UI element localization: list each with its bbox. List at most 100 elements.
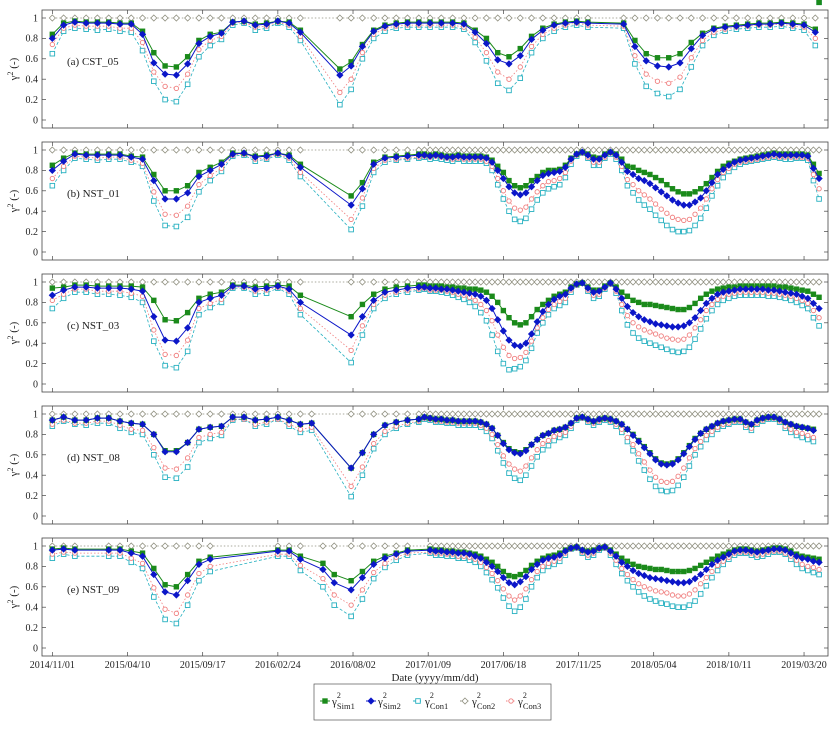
con3-marker [523, 204, 529, 210]
con2-marker [787, 410, 795, 418]
sim2-marker [443, 548, 451, 556]
sim2-marker [809, 557, 818, 565]
con2-marker [792, 410, 801, 418]
con1-marker [540, 446, 546, 453]
sim1-marker [799, 287, 805, 293]
con2-marker [460, 278, 468, 286]
sim2-marker [747, 420, 756, 428]
con2-marker [358, 542, 366, 550]
con3-marker [506, 352, 512, 359]
sim2-marker [809, 299, 818, 308]
con1-marker [810, 314, 817, 321]
sim2-marker [578, 148, 586, 156]
con2-marker [392, 278, 400, 286]
sim2-marker [702, 299, 710, 308]
con1-marker [506, 470, 512, 476]
con3-marker [371, 440, 377, 447]
sim1-marker [709, 288, 715, 294]
con2-marker [544, 146, 553, 154]
con1-marker [709, 193, 715, 199]
con1-marker [658, 600, 664, 606]
con1-marker [162, 362, 168, 369]
sim2-marker [601, 283, 609, 291]
con3-marker [506, 593, 512, 599]
sim2-marker [595, 287, 603, 295]
sim1-marker [348, 313, 354, 320]
con3-marker [545, 178, 552, 185]
sim2-marker [653, 62, 662, 70]
legend-item: γ2 Sim2 [366, 691, 401, 711]
con1-marker [652, 212, 659, 219]
con2-marker [358, 278, 366, 286]
sim2-marker [217, 29, 226, 37]
con1-marker [720, 174, 726, 181]
con1-marker [523, 357, 529, 364]
sim2-marker [505, 579, 513, 587]
sim1-marker [647, 565, 653, 572]
sim2-marker [499, 327, 507, 335]
sim2-marker [477, 292, 485, 300]
sim2-marker [426, 546, 434, 554]
con3-marker [658, 333, 664, 339]
sim2-marker [251, 153, 259, 161]
con1-marker [686, 463, 693, 469]
con3-marker [173, 85, 180, 92]
con2-marker [556, 146, 564, 154]
con1-marker [630, 584, 636, 590]
con1-marker [483, 569, 490, 576]
con2-marker [161, 14, 169, 22]
con2-marker [60, 14, 68, 22]
con2-marker [511, 146, 519, 154]
con1-marker [635, 335, 642, 341]
sim2-marker [663, 577, 671, 585]
con2-marker [623, 146, 631, 154]
sim2-marker [775, 287, 784, 295]
y-tick-label: 1 [33, 541, 38, 552]
con3-marker [619, 565, 625, 572]
sim1-marker [669, 568, 676, 575]
con2-marker [747, 146, 755, 154]
y-axis-label: γ2 (-) [6, 585, 20, 609]
con3-marker [540, 315, 546, 321]
sim2-marker [229, 150, 237, 158]
chart-panel: 0 0.2 0.4 0.6 0.8 1 γ2 (-) (c) NST_03 [6, 273, 829, 393]
con1-marker [619, 307, 625, 314]
con2-marker [296, 278, 304, 286]
sim2-marker [82, 416, 90, 424]
con2-marker [668, 278, 677, 286]
sim2-marker [736, 285, 744, 293]
con2-marker [403, 410, 412, 418]
con2-marker [499, 410, 507, 418]
con1-marker [517, 363, 524, 370]
con2-marker [511, 542, 519, 550]
con2-marker [482, 542, 491, 550]
con1-marker [528, 463, 535, 469]
con3-marker [359, 464, 366, 470]
sim2-marker [262, 20, 271, 28]
con3-marker [669, 592, 676, 598]
sim2-marker [505, 336, 513, 344]
sim2-marker [511, 341, 519, 349]
con2-marker [381, 278, 389, 286]
chart-panel: 0 0.2 0.4 0.6 0.8 1 γ2 (-) (d) NST_08 [6, 0, 829, 525]
con1-line [51, 22, 816, 106]
con3-marker [692, 211, 698, 217]
panel-label: (e) NST_09 [67, 584, 120, 596]
con2-marker [725, 542, 733, 550]
con1-marker [624, 577, 631, 584]
sim2-marker [539, 26, 547, 34]
con2-marker [206, 146, 214, 154]
con1-marker [810, 177, 817, 184]
sim2-marker [138, 420, 147, 428]
con3-marker [709, 186, 715, 192]
con1-marker [630, 330, 636, 336]
con2-marker [646, 410, 654, 418]
sim2-marker [477, 554, 485, 562]
con3-marker [528, 196, 535, 202]
con2-marker [71, 410, 79, 418]
sim2-marker [285, 285, 293, 293]
sim2-marker [184, 324, 192, 332]
sim2-marker [539, 171, 547, 180]
sim2-marker [105, 546, 113, 554]
sim2-marker [161, 588, 169, 596]
